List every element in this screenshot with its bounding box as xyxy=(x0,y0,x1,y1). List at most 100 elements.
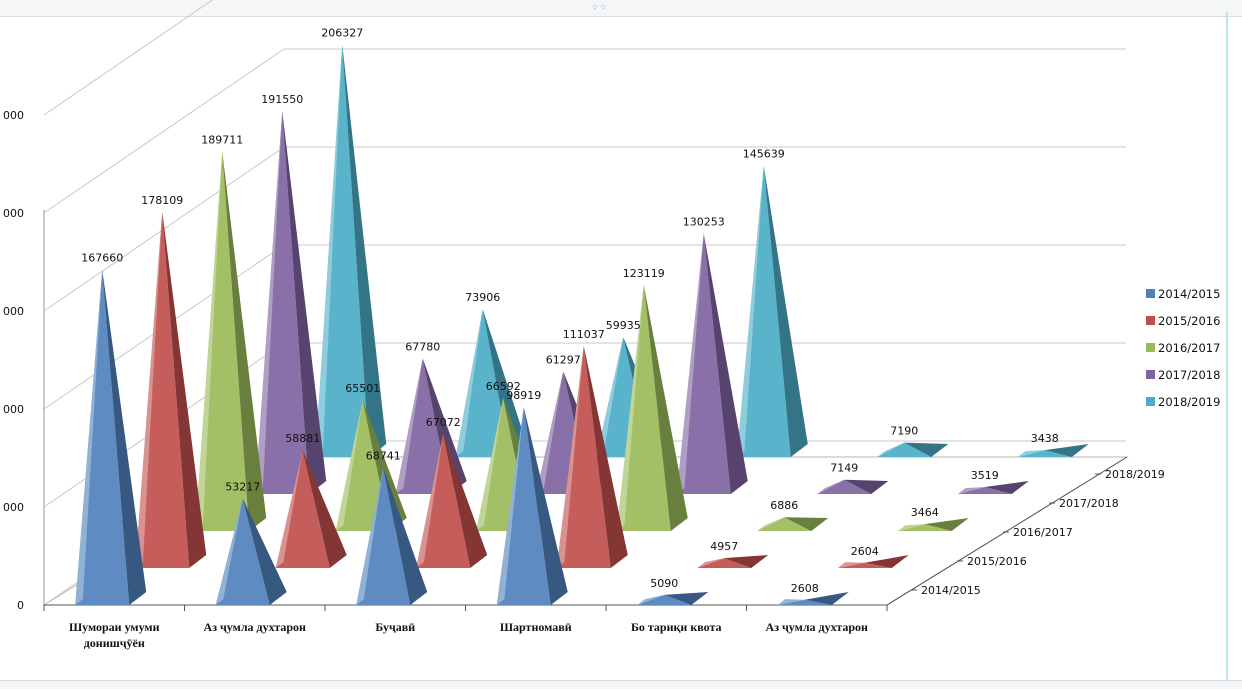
pyramid-side-face xyxy=(784,517,829,531)
legend-swatch xyxy=(1146,316,1155,325)
pyramid-side-face xyxy=(443,433,488,568)
pyramid-left-highlight xyxy=(837,562,865,568)
pyramid-front-face xyxy=(736,165,791,458)
data-label: 178109 xyxy=(141,194,183,207)
legend-label: 2016/2017 xyxy=(1158,341,1220,355)
pyramid-left-highlight xyxy=(395,358,423,494)
pyramid-front-face xyxy=(455,309,510,457)
pyramid-side-face xyxy=(864,555,909,568)
pyramid-left-highlight xyxy=(777,599,805,605)
pyramid-left-highlight xyxy=(356,467,384,605)
legend-label: 2014/2015 xyxy=(1158,287,1220,301)
data-label: 67072 xyxy=(426,416,461,429)
x-tick-label: Бо тариқи квота xyxy=(631,620,722,634)
depth-axis-label: 2017/2018 xyxy=(1059,497,1119,510)
depth-axis-label: 2016/2017 xyxy=(1013,526,1073,539)
pyramid-left-highlight xyxy=(195,151,223,531)
pyramid-front-face xyxy=(1017,450,1072,457)
pyramid-front-face xyxy=(777,599,832,605)
data-label: 4957 xyxy=(710,540,738,553)
pyramid-side-face xyxy=(162,211,207,569)
pyramid-left-highlight xyxy=(877,442,905,457)
pyramid-left-highlight xyxy=(736,165,764,458)
legend-label: 2017/2018 xyxy=(1158,368,1220,382)
data-label: 206327 xyxy=(321,26,363,39)
data-label: 5090 xyxy=(650,577,678,590)
legend-swatch xyxy=(1146,343,1155,352)
depth-axis-label: 2015/2016 xyxy=(967,555,1027,568)
y-tick-label: 000 xyxy=(3,305,24,318)
data-label: 65501 xyxy=(345,382,380,395)
pyramid-side-face xyxy=(724,555,769,568)
pyramid-front-face xyxy=(195,151,250,531)
pyramid-left-highlight xyxy=(476,397,504,531)
pyramid-side-face xyxy=(984,481,1029,494)
chart-legend: 2014/2015 2015/2016 2016/2017 2017/2018 2018… xyxy=(1146,287,1220,409)
pyramid-left-highlight xyxy=(455,309,483,457)
x-tick-label: Аз ҷумла духтарон xyxy=(766,620,868,634)
pyramid-front-face xyxy=(75,269,130,605)
pyramid-left-highlight xyxy=(676,233,704,494)
pyramid-front-face xyxy=(697,558,752,568)
data-label: 123119 xyxy=(623,267,665,280)
pyramid-front-face xyxy=(496,407,551,605)
data-label: 189711 xyxy=(201,134,243,147)
x-tick-label: Аз ҷумла духтарон xyxy=(204,620,306,634)
data-label: 7190 xyxy=(890,425,918,438)
window-bottom-bar xyxy=(0,680,1242,689)
resize-handle-top[interactable]: ⁘⁘ xyxy=(591,2,609,12)
data-label: 2604 xyxy=(851,545,879,558)
y-tick-label: 000 xyxy=(3,403,24,416)
pyramid-front-face xyxy=(616,284,671,531)
pyramid-front-face xyxy=(215,498,270,605)
pyramid-side-face xyxy=(242,498,287,605)
data-label: 3438 xyxy=(1031,432,1059,445)
pyramid-left-highlight xyxy=(255,110,283,495)
data-label: 68741 xyxy=(366,450,401,463)
pyramid-left-highlight xyxy=(1017,450,1045,457)
pyramid-left-highlight xyxy=(496,407,524,605)
pyramid-front-face xyxy=(957,486,1012,494)
pyramid-front-face xyxy=(837,562,892,568)
x-tick-label: Шумораи умуми донишҷӯён xyxy=(69,620,160,650)
legend-swatch xyxy=(1146,397,1155,406)
pyramid-left-highlight xyxy=(135,211,163,569)
pyramid-left-highlight xyxy=(315,44,343,457)
pyramid-side-face xyxy=(924,518,969,531)
pyramid-left-highlight xyxy=(897,524,925,531)
pyramid-side-face xyxy=(342,44,387,457)
pyramid-side-face xyxy=(302,450,347,568)
pyramid-side-face xyxy=(763,165,808,458)
x-tick-label: Шартномавӣ xyxy=(500,620,572,634)
pyramid-left-highlight xyxy=(596,337,624,457)
pyramid-left-highlight xyxy=(616,284,644,531)
pyramid-front-face xyxy=(897,524,952,531)
pyramid-front-face xyxy=(556,345,611,568)
pyramid-front-face xyxy=(637,594,692,605)
pyramid-side-face xyxy=(362,399,407,531)
chart-labels: 00000000000000002014/20152015/20162016/2… xyxy=(3,26,1165,650)
legend-swatch xyxy=(1146,289,1155,298)
data-label: 53217 xyxy=(225,481,260,494)
pyramid-side-face xyxy=(583,345,628,568)
data-label: 66592 xyxy=(486,380,521,393)
pyramid-front-face xyxy=(255,110,310,495)
data-label: 191550 xyxy=(261,93,303,106)
y-tick-label: 000 xyxy=(3,207,24,220)
pyramid-left-highlight xyxy=(817,479,845,494)
pyramid-front-face xyxy=(877,442,932,457)
pyramid-side-face xyxy=(904,442,949,457)
x-tick-label: Буҷавӣ xyxy=(375,620,415,634)
pyramid-side-face xyxy=(282,110,327,495)
pyramid-left-highlight xyxy=(75,269,103,605)
data-label: 98919 xyxy=(506,389,541,402)
pyramid-side-face xyxy=(804,592,849,605)
pyramid-front-face xyxy=(395,358,450,494)
legend-label: 2015/2016 xyxy=(1158,314,1220,328)
pyramid-front-face xyxy=(676,233,731,494)
pyramid-side-face xyxy=(703,233,748,494)
pyramid-left-highlight xyxy=(275,450,303,568)
pyramid-side-face xyxy=(482,309,527,457)
window-right-border xyxy=(1226,12,1234,680)
data-label: 3519 xyxy=(971,469,999,482)
